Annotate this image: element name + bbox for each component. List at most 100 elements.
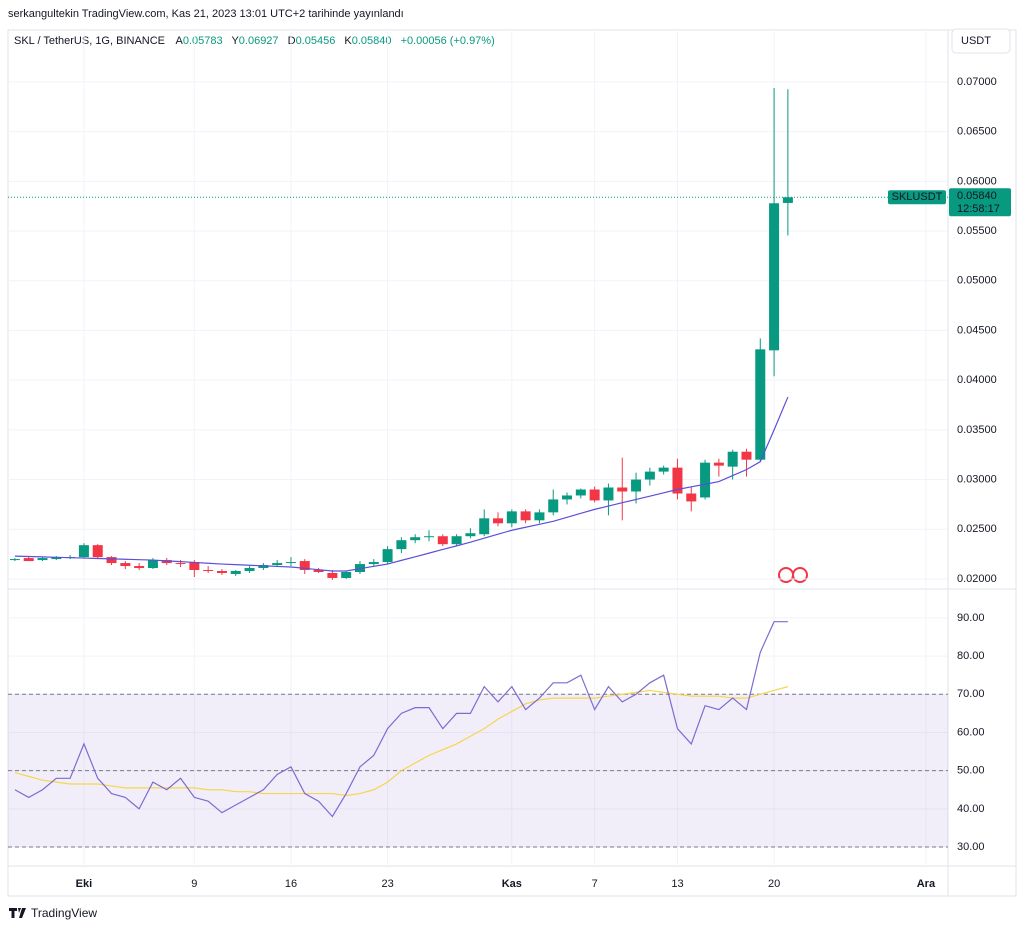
moving-average [14,396,789,572]
y-tick-label: 0.05000 [957,275,997,287]
candle-body [617,487,628,492]
candle-body [644,471,655,480]
candle-body [575,489,586,496]
candle-body [755,349,766,460]
candle-body [769,203,780,351]
candle-body [368,562,379,565]
legend-value: 0.05456 [296,35,336,47]
rsi-line [14,686,789,797]
candle-body [603,487,614,501]
candle-body [189,562,200,571]
candle-body [134,566,145,569]
candle-body [451,536,462,545]
y-tick-label: 0.04500 [957,324,997,336]
legend-key: A [175,35,183,47]
candle-body [51,557,62,560]
candle-body [175,563,186,565]
y-tick-label: 70.00 [957,688,985,700]
candle-body [161,560,172,564]
brand-logo [9,908,26,918]
candle-body [741,451,752,460]
legend-key: K [344,35,352,47]
candle-body [410,537,421,541]
y-tick-label: 90.00 [957,612,985,624]
y-tick-label: 0.04000 [957,374,997,386]
x-tick-label: Eki [76,878,93,890]
symbol-tag [888,190,946,205]
price-tag-label: 0.05840 [957,190,997,202]
legend: SKL / TetherUS, 1G, BINANCE A0.05783 Y0.… [14,35,495,47]
candle-body [299,561,310,571]
y-tick-label: 0.07000 [957,76,997,88]
candle-body [244,568,255,572]
candle-body [782,197,793,203]
brand: TradingView [31,906,97,920]
candle-body [285,562,296,564]
candle-body [216,571,227,573]
y-tick-label: 0.06000 [957,175,997,187]
candle-body [92,545,103,558]
candle-body [520,511,531,521]
candle-body [313,570,324,572]
y-tick-label: 80.00 [957,650,985,662]
legend-key: D [288,35,296,47]
price-tag [949,188,1011,217]
candle-body [327,572,338,578]
candle-body [120,563,131,567]
y-tick-label: 0.03500 [957,424,997,436]
candle-body [631,479,642,492]
candle-body [465,533,476,537]
candle-body [423,536,434,538]
candle-body [700,462,711,498]
candle-body [534,512,545,521]
y-tick-label: 40.00 [957,803,985,815]
candle-body [548,499,559,513]
x-tick-label: 20 [768,878,780,890]
x-tick-label: 23 [381,878,393,890]
y-tick-label: 50.00 [957,765,985,777]
candle-body [713,462,724,466]
y-tick-label: 0.05500 [957,225,997,237]
legend-value: 0.05840 [352,35,392,47]
legend-key: Y [231,35,239,47]
symbol-tag-label: SKLUSDT [892,191,943,203]
legend-change: +0.00056 (+0.97%) [401,35,495,47]
candle-body [589,489,600,501]
legend-value: 0.06927 [239,35,279,47]
y-tick-label: 0.02500 [957,523,997,535]
y-tick-label: 0.06500 [957,126,997,138]
candle-body [437,536,448,545]
y-tick-label: 60.00 [957,726,985,738]
candle-body [341,571,352,578]
candle-body [727,451,738,467]
candle-body [382,549,393,563]
y-tick-label: 0.02000 [957,573,997,585]
y-tick-label: 0.03000 [957,473,997,485]
currency-button[interactable] [951,28,1011,54]
candle-body [203,570,214,572]
x-tick-label: 13 [671,878,683,890]
candle-body [78,545,89,558]
legend-value: 0.05783 [183,35,223,47]
currency-label[interactable]: USDT [961,35,991,47]
candle-body [37,558,48,561]
candle-body [106,557,117,564]
candle-body [230,571,241,574]
countdown: 12:58:17 [957,203,1000,215]
candle-body [23,558,34,562]
candle-body [506,511,517,524]
event-icons [778,567,808,583]
candle-body [258,565,269,569]
candle-body [147,560,158,569]
x-tick-label: Ara [917,878,936,890]
x-tick-label: 16 [285,878,297,890]
x-tick-label: 7 [592,878,598,890]
y-tick-label: 30.00 [957,841,985,853]
candle-body [9,559,20,561]
x-tick-label: Kas [502,878,522,890]
candle-body [562,495,573,500]
symbol-title: SKL / TetherUS, 1G, BINANCE [14,35,165,47]
rsi-line [14,621,788,818]
candle-body [479,518,490,535]
